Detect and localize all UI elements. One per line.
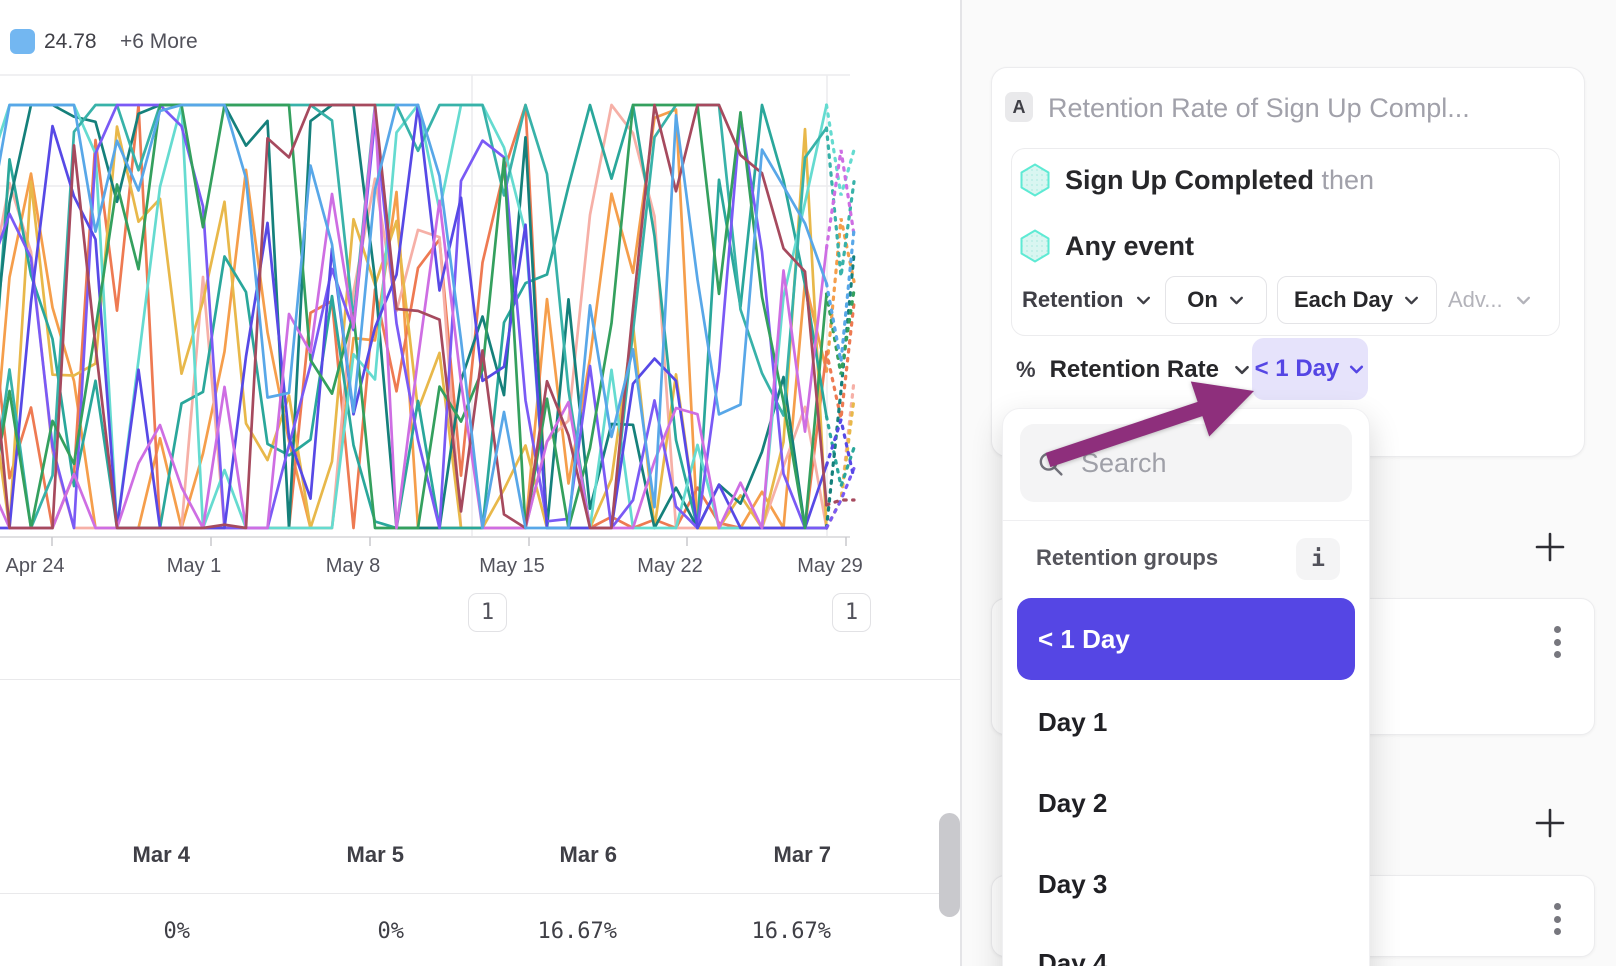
chevron-down-icon bbox=[1233, 361, 1251, 379]
add-chart-button[interactable] bbox=[1532, 805, 1568, 841]
kebab-menu-icon[interactable] bbox=[1545, 626, 1569, 658]
dropdown-item[interactable]: Day 2 bbox=[1038, 788, 1108, 818]
dropdown-divider bbox=[1002, 520, 1370, 521]
info-icon[interactable]: i bbox=[1296, 538, 1340, 580]
event-suffix-then: then bbox=[1321, 165, 1375, 195]
dropdown-item-selected[interactable]: < 1 Day bbox=[1017, 598, 1355, 680]
search-input[interactable] bbox=[1079, 446, 1336, 480]
x-axis-ticks bbox=[51, 537, 847, 546]
event-name: Sign Up Completed bbox=[1065, 165, 1314, 195]
x-axis-label: May 22 bbox=[637, 555, 703, 577]
event-hexagon-icon bbox=[1020, 163, 1050, 197]
advanced-dropdown[interactable]: Adv... bbox=[1448, 276, 1532, 324]
chevron-down-icon bbox=[1403, 292, 1420, 309]
table-cell-value: 0% bbox=[163, 919, 191, 944]
plus-icon bbox=[1535, 808, 1565, 838]
table-cell-value: 16.67% bbox=[537, 919, 617, 944]
chevron-down-icon bbox=[1515, 292, 1532, 309]
query-title[interactable]: Retention Rate of Sign Up Compl... bbox=[1048, 93, 1470, 123]
table-column-header: Mar 6 bbox=[559, 842, 617, 867]
table-header-divider bbox=[0, 893, 940, 894]
legend-more-series[interactable]: +6 More bbox=[120, 30, 198, 53]
each-day-dropdown[interactable]: Each Day bbox=[1277, 276, 1437, 324]
chevron-down-icon bbox=[1135, 292, 1152, 309]
dropdown-item[interactable]: Day 1 bbox=[1038, 707, 1108, 737]
on-dropdown[interactable]: On bbox=[1165, 276, 1267, 324]
legend-swatch[interactable] bbox=[10, 29, 35, 54]
x-axis-label: May 29 bbox=[797, 555, 863, 577]
query-label-badge: A bbox=[1005, 92, 1033, 122]
search-icon bbox=[1039, 452, 1063, 476]
add-chart-button[interactable] bbox=[1532, 529, 1568, 565]
x-axis-label: May 8 bbox=[325, 555, 381, 577]
dropdown-search-box[interactable] bbox=[1020, 424, 1352, 502]
event-name: Any event bbox=[1065, 231, 1195, 261]
retention-group-chip[interactable]: < 1 Day bbox=[1252, 338, 1368, 400]
event-hexagon-icon bbox=[1020, 229, 1050, 263]
table-cell-value: 0% bbox=[377, 919, 405, 944]
x-axis-label: Apr 24 bbox=[5, 555, 65, 577]
table-column-header: Mar 5 bbox=[346, 842, 404, 867]
chevron-down-icon bbox=[1228, 292, 1245, 309]
retention-mode-dropdown[interactable]: Retention bbox=[1022, 276, 1152, 324]
kebab-menu-icon[interactable] bbox=[1545, 903, 1569, 935]
plus-icon bbox=[1535, 532, 1565, 562]
table-column-header: Mar 4 bbox=[132, 842, 190, 867]
retention-line-chart[interactable] bbox=[0, 60, 862, 560]
x-axis-label: May 15 bbox=[479, 555, 545, 577]
vertical-scrollbar-thumb[interactable] bbox=[939, 813, 960, 917]
event-row-any-event[interactable]: Any event bbox=[1065, 230, 1194, 262]
percent-symbol: % bbox=[1016, 357, 1036, 382]
chevron-down-icon bbox=[1348, 361, 1365, 378]
event-row-signup[interactable]: Sign Up Completed then bbox=[1065, 164, 1374, 196]
dropdown-item[interactable]: Day 4 bbox=[1038, 948, 1108, 966]
legend-series-value[interactable]: 24.78 bbox=[44, 30, 97, 53]
metric-dropdown[interactable]: % Retention Rate bbox=[1016, 352, 1251, 388]
table-cell-value: 16.67% bbox=[751, 919, 831, 944]
section-divider bbox=[0, 679, 961, 680]
x-axis-label: May 1 bbox=[166, 555, 222, 577]
axis-annotation-badge[interactable]: 1 bbox=[832, 593, 871, 632]
chart-series-lines bbox=[0, 103, 856, 530]
dropdown-item[interactable]: Day 3 bbox=[1038, 869, 1108, 899]
axis-annotation-badge[interactable]: 1 bbox=[468, 593, 507, 632]
table-column-header: Mar 7 bbox=[773, 842, 831, 867]
metric-label: Retention Rate bbox=[1049, 356, 1219, 383]
panel-divider bbox=[960, 0, 962, 966]
retention-groups-label: Retention groups bbox=[1036, 545, 1219, 570]
